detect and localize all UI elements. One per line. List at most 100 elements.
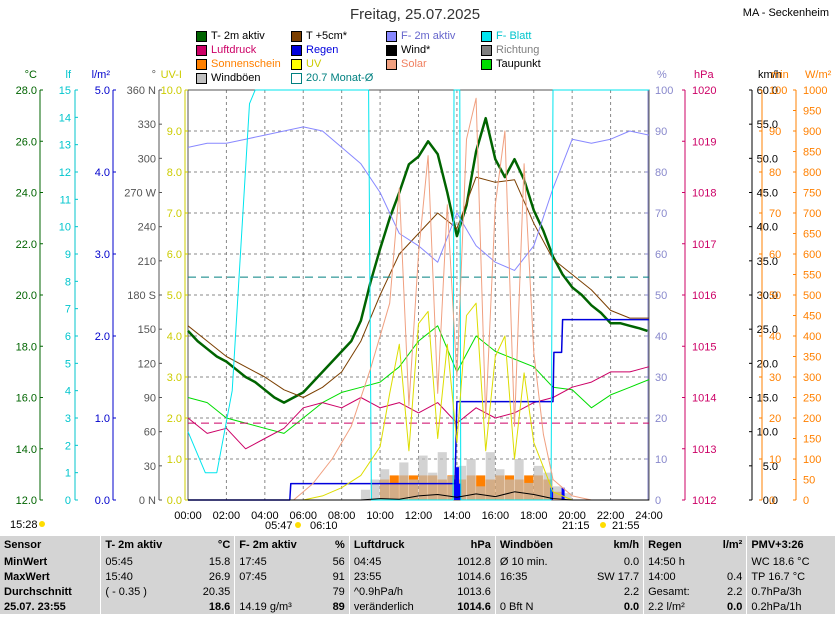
y-tick-label: 100 — [803, 454, 821, 466]
sun-mark-label: 06:10 — [310, 520, 338, 532]
bar-windb-en — [399, 462, 409, 500]
y-tick-label: 150 — [803, 434, 821, 446]
y-tick-label: 850 — [803, 147, 821, 159]
y-tick-label: 5 — [65, 358, 71, 370]
legend-label: Solar — [401, 58, 427, 70]
y-tick-label: 1018 — [692, 188, 716, 200]
stats-cell: 0.7hPa/3h — [746, 584, 835, 599]
sunset-icon — [600, 522, 606, 528]
stats-cell: 04:45 — [348, 554, 440, 569]
y-tick-label: 26.0 — [16, 136, 37, 148]
y-tick-label: 10 — [769, 454, 781, 466]
legend-swatch — [196, 58, 207, 70]
y-tick-label: 0 — [65, 495, 71, 507]
y-tick-label: 9 — [65, 249, 71, 261]
y-tick-label: 40 — [655, 331, 667, 343]
stats-cell: 0.0 — [727, 600, 743, 613]
bar-windb-en — [485, 452, 495, 500]
stats-cell: 14.19 g/m³ — [234, 599, 322, 614]
y-tick-label: 3.0 — [95, 249, 110, 261]
stats-cell: 14:50 h — [643, 554, 710, 569]
legend-label: T +5cm* — [306, 30, 348, 42]
legend-swatch — [386, 44, 397, 56]
legend-swatch — [291, 44, 302, 56]
hdr-press: Luftdruck — [348, 536, 440, 554]
legend-item: UV — [291, 58, 321, 70]
bar-windb-en — [437, 452, 447, 500]
bar-windb-en — [495, 469, 505, 500]
bar-windb-en — [428, 472, 438, 500]
y-tick-label: 20 — [655, 413, 667, 425]
y-tick-label: 360 N — [127, 85, 156, 97]
y-tick-label: 210 — [138, 256, 156, 268]
axis-unit-label: km/h — [758, 69, 782, 81]
stats-cell: 56 — [332, 555, 345, 568]
y-tick-label: 1015 — [692, 341, 716, 353]
bar-windb-en — [562, 493, 572, 500]
y-tick-label: 24.0 — [16, 188, 37, 200]
y-tick-label: 8 — [65, 276, 71, 288]
stats-cell: 05:45 — [100, 554, 188, 569]
y-tick-label: 4 — [65, 386, 71, 398]
legend-item: Solar — [386, 58, 427, 70]
legend-item: F- 2m aktiv — [386, 30, 455, 42]
y-tick-label: 5.0 — [167, 290, 182, 302]
y-tick-label: 80 — [655, 167, 667, 179]
y-tick-label: 300 — [138, 153, 156, 165]
y-tick-label: 4.0 — [167, 331, 182, 343]
stats-cell: 20.35 — [202, 585, 231, 598]
sunrise-icon — [295, 522, 301, 528]
legend-swatch — [291, 30, 302, 42]
y-tick-label: 7.0 — [167, 208, 182, 220]
y-tick-label: 3.0 — [167, 372, 182, 384]
y-tick-label: 14.0 — [16, 444, 37, 456]
y-tick-label: 1017 — [692, 239, 716, 251]
y-tick-label: 20 — [769, 413, 781, 425]
series-line-uv — [188, 302, 649, 501]
x-tick-label: 20:00 — [558, 510, 586, 522]
y-tick-label: 50 — [769, 290, 781, 302]
y-tick-label: 1016 — [692, 290, 716, 302]
stats-cell: 07:45 — [234, 569, 322, 584]
stats-cell: 17:45 — [234, 554, 322, 569]
y-tick-label: 60 — [655, 249, 667, 261]
bar-windb-en — [504, 479, 515, 500]
y-tick-label: 8.0 — [167, 167, 182, 179]
hdr-rain: Regen — [643, 536, 710, 554]
legend-item: Wind* — [386, 44, 430, 56]
x-tick-label: 04:00 — [251, 510, 279, 522]
legend-label: Wind* — [401, 44, 431, 56]
y-tick-label: 14 — [59, 112, 71, 124]
y-tick-label: 150 — [138, 324, 156, 336]
stats-cell: 26.9 — [208, 570, 231, 583]
dusk-label: 21:55 — [612, 520, 640, 532]
bar-windb-en — [418, 455, 428, 500]
stats-cell — [100, 599, 188, 614]
y-tick-label: 120 — [138, 358, 156, 370]
y-tick-label: 15 — [59, 85, 71, 97]
y-tick-label: 50 — [803, 475, 815, 487]
y-tick-label: 550 — [803, 270, 821, 282]
y-tick-label: 15.0 — [757, 393, 778, 405]
legend-label: F- Blatt — [496, 30, 532, 42]
y-tick-label: 20.0 — [16, 290, 37, 302]
y-tick-label: 50 — [655, 290, 667, 302]
y-tick-label: 28.0 — [16, 85, 37, 97]
y-tick-label: 500 — [803, 290, 821, 302]
x-tick-label: 14:00 — [443, 510, 471, 522]
axis-unit-label: hPa — [694, 69, 714, 81]
bar-windb-en — [543, 472, 553, 500]
legend-label: Richtung — [496, 44, 540, 56]
y-tick-label: 450 — [803, 311, 821, 323]
stats-cell: 2.2 — [727, 585, 743, 598]
legend-swatch — [196, 72, 207, 84]
stats-cell: 2.2 l/m² — [643, 599, 710, 614]
y-tick-label: 30 — [144, 461, 156, 473]
x-tick-label: 10:00 — [366, 510, 394, 522]
stats-cell: 0 Bft N — [494, 599, 577, 614]
y-tick-label: 1.0 — [95, 413, 110, 425]
y-tick-label: 350 — [803, 352, 821, 364]
stats-cell: 15:40 — [100, 569, 188, 584]
stats-cell — [710, 554, 747, 569]
y-tick-label: 10 — [59, 222, 71, 234]
